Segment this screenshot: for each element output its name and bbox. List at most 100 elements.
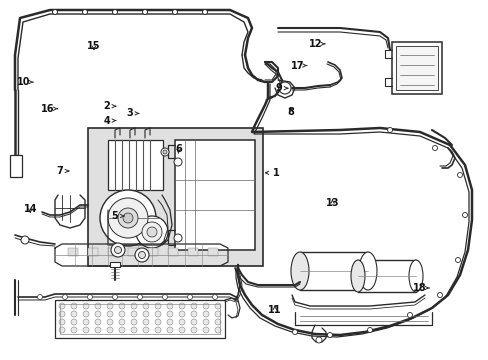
Circle shape: [179, 327, 184, 333]
Circle shape: [100, 190, 156, 246]
Circle shape: [95, 327, 101, 333]
Circle shape: [95, 311, 101, 317]
Circle shape: [437, 292, 442, 297]
Bar: [299, 252, 367, 290]
Circle shape: [131, 327, 137, 333]
Text: 5: 5: [111, 211, 124, 221]
Circle shape: [215, 327, 221, 333]
Circle shape: [62, 294, 67, 300]
Circle shape: [136, 216, 168, 248]
Circle shape: [203, 327, 208, 333]
Circle shape: [367, 328, 372, 333]
Circle shape: [107, 303, 113, 309]
Circle shape: [83, 319, 89, 325]
Circle shape: [131, 319, 137, 325]
Circle shape: [118, 208, 138, 228]
Circle shape: [431, 145, 437, 150]
Circle shape: [142, 303, 149, 309]
Circle shape: [59, 311, 65, 317]
Circle shape: [212, 294, 217, 300]
Circle shape: [179, 303, 184, 309]
Circle shape: [95, 319, 101, 325]
Circle shape: [21, 236, 29, 244]
Ellipse shape: [350, 260, 364, 292]
Circle shape: [147, 227, 157, 237]
Circle shape: [142, 319, 149, 325]
Circle shape: [162, 294, 167, 300]
Text: 6: 6: [175, 144, 182, 154]
Circle shape: [161, 148, 169, 156]
Text: 10: 10: [17, 77, 33, 87]
Circle shape: [59, 327, 65, 333]
Bar: [128, 248, 138, 256]
Circle shape: [119, 303, 125, 309]
Circle shape: [119, 319, 125, 325]
Text: 17: 17: [290, 60, 306, 71]
Circle shape: [187, 294, 192, 300]
Circle shape: [82, 9, 87, 14]
Circle shape: [71, 327, 77, 333]
Circle shape: [172, 9, 177, 14]
Text: 18: 18: [412, 283, 428, 293]
Circle shape: [119, 327, 125, 333]
Circle shape: [142, 311, 149, 317]
Circle shape: [83, 303, 89, 309]
Circle shape: [137, 294, 142, 300]
Circle shape: [131, 303, 137, 309]
Circle shape: [155, 319, 161, 325]
Circle shape: [59, 319, 65, 325]
Circle shape: [327, 333, 332, 338]
Text: 13: 13: [325, 198, 339, 208]
Bar: [175, 140, 254, 250]
Circle shape: [163, 150, 167, 154]
Circle shape: [462, 212, 467, 217]
Bar: [207, 248, 218, 256]
Bar: [187, 248, 198, 256]
Text: 12: 12: [308, 39, 325, 49]
Circle shape: [179, 319, 184, 325]
Circle shape: [155, 311, 161, 317]
Circle shape: [191, 303, 197, 309]
Circle shape: [279, 82, 290, 94]
Circle shape: [292, 329, 297, 334]
Circle shape: [407, 312, 412, 318]
Circle shape: [167, 303, 173, 309]
Circle shape: [191, 311, 197, 317]
Circle shape: [174, 234, 182, 242]
Bar: [395, 46, 437, 90]
Circle shape: [457, 172, 462, 177]
Circle shape: [108, 198, 148, 238]
Circle shape: [112, 294, 117, 300]
Bar: [55, 300, 224, 338]
Circle shape: [167, 327, 173, 333]
Circle shape: [167, 319, 173, 325]
Circle shape: [174, 158, 182, 166]
Circle shape: [315, 337, 321, 343]
Circle shape: [215, 303, 221, 309]
Text: 1: 1: [265, 168, 279, 178]
Circle shape: [138, 252, 145, 258]
Circle shape: [215, 319, 221, 325]
Circle shape: [123, 213, 133, 223]
Ellipse shape: [290, 252, 308, 290]
Bar: [68, 248, 78, 256]
Circle shape: [119, 311, 125, 317]
Circle shape: [38, 294, 42, 300]
Bar: [88, 248, 98, 256]
Bar: [10, 155, 22, 177]
Circle shape: [107, 319, 113, 325]
Circle shape: [142, 327, 149, 333]
Bar: [357, 260, 415, 292]
Circle shape: [107, 311, 113, 317]
Bar: [108, 140, 163, 190]
Circle shape: [142, 222, 162, 242]
Text: 8: 8: [287, 107, 294, 117]
Circle shape: [87, 294, 92, 300]
Circle shape: [167, 311, 173, 317]
Circle shape: [71, 303, 77, 309]
Circle shape: [191, 319, 197, 325]
Text: 16: 16: [41, 104, 58, 114]
Circle shape: [111, 243, 125, 257]
Circle shape: [155, 327, 161, 333]
Circle shape: [191, 327, 197, 333]
